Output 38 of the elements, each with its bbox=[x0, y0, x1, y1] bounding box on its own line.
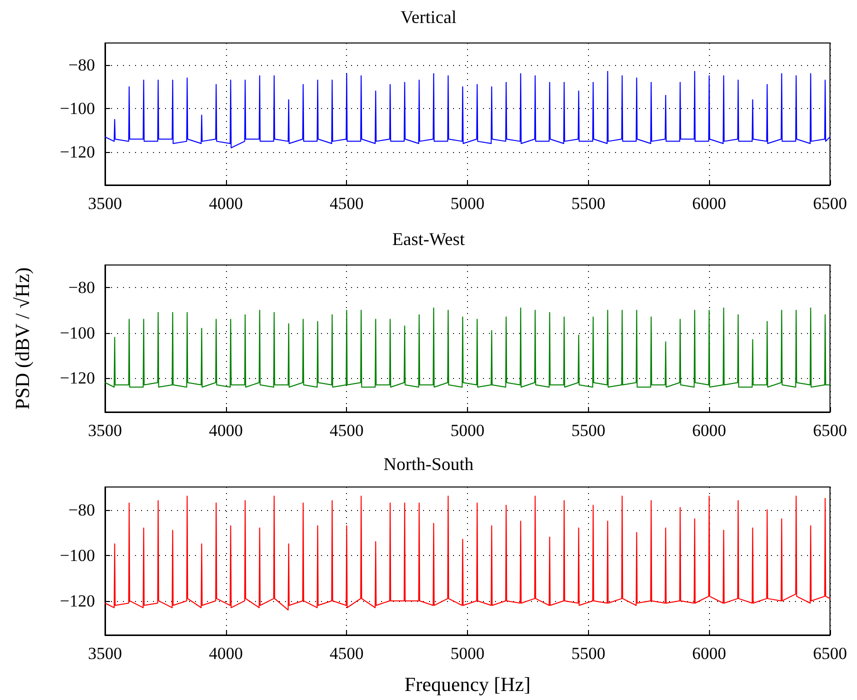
chart-title: Vertical bbox=[400, 7, 456, 27]
chart-title: North-South bbox=[384, 454, 474, 474]
line-series bbox=[104, 70, 830, 148]
x-tick-label: 5500 bbox=[571, 421, 606, 440]
x-tick-label: 3500 bbox=[88, 421, 122, 440]
x-tick-label: 6000 bbox=[692, 644, 726, 663]
x-tick-label: 5000 bbox=[450, 421, 484, 440]
x-tick-label: 4000 bbox=[208, 644, 243, 663]
y-tick-label: −120 bbox=[60, 591, 95, 610]
x-tick-label: 4000 bbox=[208, 421, 243, 440]
line-series bbox=[104, 307, 830, 388]
x-axis-title: Frequency [Hz] bbox=[404, 674, 531, 696]
y-tick-label: −80 bbox=[68, 278, 95, 298]
x-tick-label: 6000 bbox=[692, 194, 726, 213]
y-tick-label: −100 bbox=[60, 323, 95, 342]
x-tick-label: 6500 bbox=[813, 644, 847, 663]
y-tick-label: −80 bbox=[68, 55, 95, 74]
chart-title: East-West bbox=[392, 229, 465, 249]
y-axis-title: PSD (dBV / √Hz) bbox=[12, 267, 34, 410]
x-tick-label: 3500 bbox=[88, 194, 122, 213]
x-tick-label: 4000 bbox=[208, 194, 243, 213]
x-tick-label: 6000 bbox=[692, 421, 726, 440]
line-series bbox=[104, 496, 830, 610]
y-tick-label: −100 bbox=[60, 546, 95, 565]
x-tick-label: 5500 bbox=[571, 194, 606, 213]
x-tick-label: 6500 bbox=[813, 421, 847, 440]
x-tick-label: 6500 bbox=[813, 194, 847, 213]
x-tick-label: 4500 bbox=[330, 194, 364, 213]
x-tick-label: 4500 bbox=[330, 421, 364, 440]
x-tick-label: 4500 bbox=[330, 644, 364, 663]
x-tick-label: 5000 bbox=[450, 644, 484, 663]
x-tick-label: 5000 bbox=[450, 194, 484, 213]
x-tick-label: 5500 bbox=[571, 644, 606, 663]
y-tick-label: −80 bbox=[68, 500, 95, 520]
y-tick-label: −120 bbox=[60, 142, 95, 162]
y-tick-label: −100 bbox=[60, 99, 95, 118]
x-tick-label: 3500 bbox=[88, 644, 122, 663]
y-tick-label: −120 bbox=[60, 368, 95, 388]
